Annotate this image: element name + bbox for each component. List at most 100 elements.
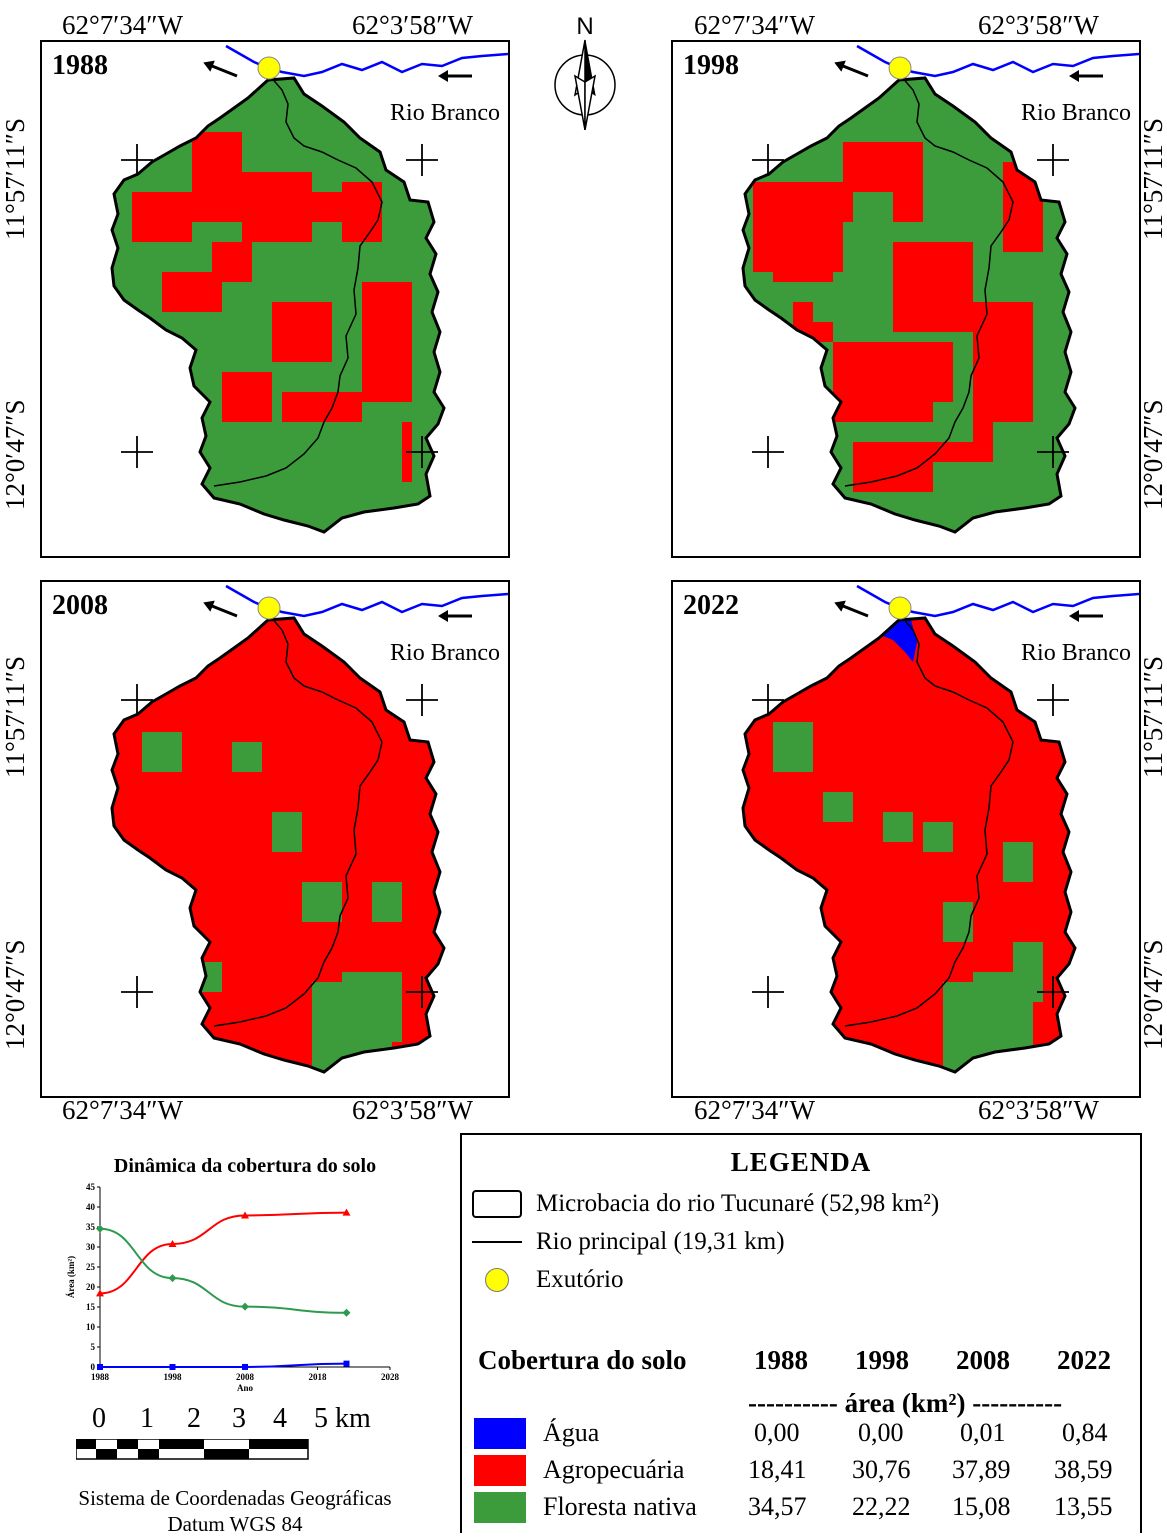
cell-agua-1988: 0,00: [754, 1418, 800, 1447]
lat-label-right-3: 11°57′11″S: [1138, 656, 1167, 778]
y-tick-label: 45: [86, 1182, 96, 1192]
watershed-map: [741, 44, 1139, 534]
cell-floresta-1988: 34,57: [748, 1492, 807, 1521]
lat-label-left-2: 12°0′47″S: [0, 399, 30, 510]
cell-agua-2008: 0,01: [960, 1418, 1006, 1447]
x-tick-label: 1998: [164, 1372, 183, 1382]
scale-label-4: 4: [273, 1403, 287, 1434]
series-point: [96, 1289, 104, 1297]
lon-label-top-left-b: 62°7′34″W: [694, 10, 815, 40]
scale-label-0: 0: [92, 1403, 106, 1434]
lon-label-bottom-right-a: 62°3′58″W: [352, 1095, 473, 1125]
y-tick-label: 35: [86, 1222, 96, 1232]
y-tick-label: 5: [91, 1342, 96, 1352]
cell-floresta-2008: 15,08: [952, 1492, 1011, 1521]
legend-title: LEGENDA: [730, 1147, 872, 1177]
land-cover-chart: Dinâmica da cobertura do solo 0 5 10 15 20 25…: [60, 1155, 430, 1395]
watershed-map: [110, 44, 508, 534]
lon-label-top-left-a: 62°7′34″W: [62, 10, 183, 40]
river-line-icon: [472, 1241, 522, 1243]
lon-label-top-right-a: 62°3′58″W: [352, 10, 473, 40]
series-line-1: [99, 1211, 347, 1295]
scale-label-2: 2: [187, 1403, 201, 1434]
map-panel-2022: 2022 Rio Branco: [671, 580, 1141, 1098]
x-tick-label: 2028: [381, 1372, 400, 1382]
y-axis-label: Área (km²): [66, 1256, 76, 1298]
table-header-cobertura: Cobertura do solo: [478, 1345, 687, 1375]
series-point: [168, 1239, 177, 1247]
cell-agro-1988: 18,41: [748, 1455, 807, 1484]
map-year-label: 2022: [683, 590, 739, 621]
map-panel-1998: 1998 Rio Branco: [671, 40, 1141, 558]
lat-label-right-2: 12°0′47″S: [1138, 399, 1167, 510]
watershed-outline-icon: [472, 1190, 522, 1218]
scale-label-5: 5 km: [314, 1403, 371, 1434]
series-point: [342, 1208, 351, 1216]
swatch-agropecuaria: [474, 1455, 526, 1486]
x-axis-label: Ano: [237, 1383, 254, 1393]
series-point: [96, 1224, 104, 1233]
lat-label-right-1: 11°57′11″S: [1138, 118, 1167, 240]
table-header-year-1998: 1998: [855, 1345, 909, 1375]
table-header-year-2008: 2008: [956, 1345, 1010, 1375]
table-header-year-1988: 1988: [754, 1345, 808, 1375]
y-tick-label: 30: [86, 1242, 96, 1252]
lat-label-left-4: 12°0′47″S: [0, 939, 30, 1050]
series-point: [342, 1308, 351, 1317]
legend-item-exutorio: Exutório: [472, 1263, 624, 1297]
y-tick-label: 40: [86, 1202, 96, 1212]
north-label: N: [576, 13, 593, 40]
cell-agro-1998: 30,76: [852, 1455, 911, 1484]
map-year-label: 1988: [52, 50, 108, 81]
scale-bar-graphic: [76, 1439, 309, 1460]
legend-box: LEGENDA Microbacia do rio Tucunaré (52,9…: [460, 1133, 1142, 1533]
lat-label-right-4: 12°0′47″S: [1138, 939, 1167, 1050]
series-point: [169, 1364, 176, 1370]
lat-label-left-3: 11°57′11″S: [0, 656, 30, 778]
y-tick-label: 25: [86, 1262, 96, 1272]
legend-microbacia-label: Microbacia do rio Tucunaré (52,98 km²): [536, 1190, 940, 1217]
series-point: [241, 1302, 249, 1311]
map-panel-1988: 1988 Rio Branco: [40, 40, 510, 558]
swatch-floresta: [474, 1492, 526, 1523]
map-year-label: 2008: [52, 590, 108, 621]
swatch-agua: [474, 1418, 526, 1449]
row-label-agropecuaria: Agropecuária: [543, 1455, 685, 1484]
y-tick-label: 15: [86, 1302, 96, 1312]
coordinate-system-note: Sistema de Coordenadas Geográficas Datum…: [20, 1485, 450, 1538]
lon-label-top-right-b: 62°3′58″W: [978, 10, 1099, 40]
lon-label-bottom-left-a: 62°7′34″W: [62, 1095, 183, 1125]
chart-title: Dinâmica da cobertura do solo: [113, 1155, 377, 1177]
river-label: Rio Branco: [1021, 640, 1131, 666]
series-point: [97, 1364, 103, 1370]
cell-agro-2008: 37,89: [952, 1455, 1011, 1484]
y-tick-label: 10: [86, 1322, 96, 1332]
cell-agua-1998: 0,00: [858, 1418, 904, 1447]
row-label-floresta: Floresta nativa: [543, 1492, 697, 1521]
y-tick-label: 0: [91, 1362, 96, 1372]
lat-label-left-1: 11°57′11″S: [0, 118, 30, 240]
river-label: Rio Branco: [390, 100, 500, 126]
watershed-map: [110, 584, 508, 1074]
legend-item-rio: Rio principal (19,31 km): [472, 1225, 785, 1259]
x-tick-label: 2008: [236, 1372, 255, 1382]
map-panel-2008: 2008 Rio Branco: [40, 580, 510, 1098]
map-year-label: 1998: [683, 50, 739, 81]
crs-line-1: Sistema de Coordenadas Geográficas: [78, 1486, 392, 1510]
legend-exutorio-label: Exutório: [536, 1266, 624, 1293]
outlet-point-icon: [485, 1268, 509, 1292]
series-line-0: [99, 1362, 347, 1368]
legend-rio-label: Rio principal (19,31 km): [536, 1228, 785, 1255]
lon-label-bottom-right-b: 62°3′58″W: [978, 1095, 1099, 1125]
table-header-year-2022: 2022: [1057, 1345, 1111, 1375]
series-point: [242, 1363, 248, 1370]
y-tick-label: 20: [86, 1282, 96, 1292]
scale-label-3: 3: [232, 1403, 246, 1434]
river-label: Rio Branco: [1021, 100, 1131, 126]
series-point: [168, 1274, 177, 1283]
watershed-map: [741, 584, 1139, 1074]
north-arrow-icon: N: [554, 13, 616, 130]
table-unit-row: ---------- área (km²) ----------: [748, 1388, 1063, 1418]
river-label: Rio Branco: [390, 640, 500, 666]
series-point: [343, 1360, 350, 1367]
